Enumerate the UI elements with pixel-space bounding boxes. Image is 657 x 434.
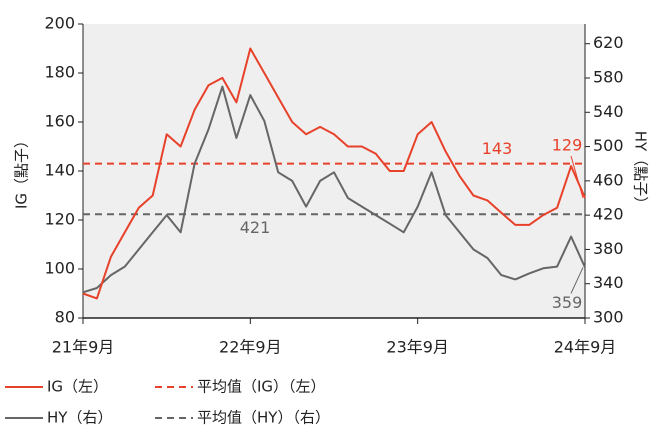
y2-tick-label: 540 xyxy=(593,102,624,121)
y2-axis-label: HY（點子） xyxy=(632,131,650,211)
series-line xyxy=(82,47,586,300)
end-label-leader xyxy=(570,155,584,199)
end-label-leader xyxy=(570,267,584,294)
x-tick-label: 23年9月 xyxy=(386,338,449,357)
y-tick-label: 120 xyxy=(44,210,75,229)
y-tick-label: 200 xyxy=(44,14,75,33)
y-tick-label: 80 xyxy=(55,308,75,327)
y2-tick-label: 380 xyxy=(593,239,624,258)
y2-tick-label: 420 xyxy=(593,205,624,224)
x-tick-label: 21年9月 xyxy=(52,338,115,357)
legend-label: IG（左） xyxy=(47,378,108,396)
y2-tick-label: 580 xyxy=(593,68,624,87)
plot-background xyxy=(83,24,585,318)
y-tick-label: 140 xyxy=(44,161,75,180)
x-tick-label: 22年9月 xyxy=(219,338,282,357)
series-line xyxy=(82,85,586,294)
y-tick-label: 180 xyxy=(44,63,75,82)
legend-label: 平均值（IG）（左） xyxy=(197,378,326,396)
legend-label: 平均值（HY）（右） xyxy=(197,409,330,427)
y2-tick-label: 300 xyxy=(593,308,624,327)
y2-tick-label: 340 xyxy=(593,273,624,292)
end-label: 359 xyxy=(552,293,583,312)
y-axis-label: IG（點子） xyxy=(13,133,31,209)
average-label: 421 xyxy=(240,218,271,237)
x-tick-label: 24年9月 xyxy=(554,338,617,357)
legend-label: HY（右） xyxy=(47,409,112,427)
y2-tick-label: 500 xyxy=(593,136,624,155)
y-tick-label: 160 xyxy=(44,112,75,131)
end-label: 129 xyxy=(552,135,583,154)
y2-tick-label: 620 xyxy=(593,33,624,52)
y2-tick-label: 460 xyxy=(593,170,624,189)
average-label: 143 xyxy=(482,139,513,158)
y-tick-label: 100 xyxy=(44,259,75,278)
